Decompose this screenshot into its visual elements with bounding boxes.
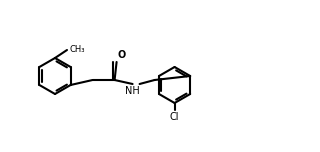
Text: Cl: Cl	[170, 112, 179, 122]
Text: O: O	[117, 50, 126, 60]
Text: CH₃: CH₃	[70, 45, 85, 55]
Text: NH: NH	[125, 86, 140, 96]
